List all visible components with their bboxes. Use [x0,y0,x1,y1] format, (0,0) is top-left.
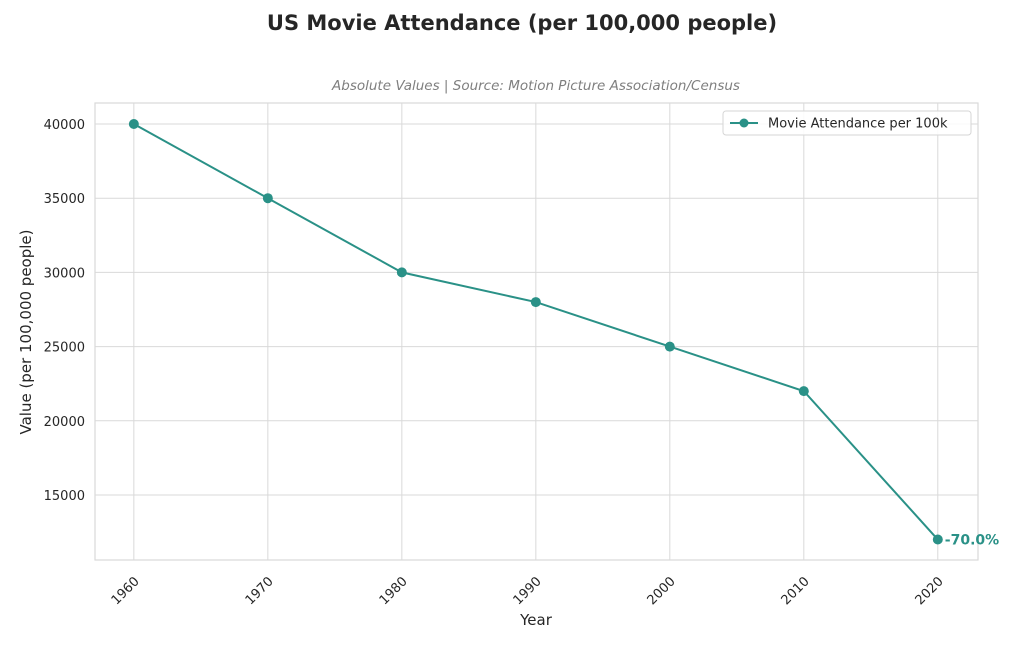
x-tick-label: 1970 [243,574,277,608]
change-annotation: -70.0% [945,533,999,549]
x-tick-label: 1990 [511,574,545,608]
legend-label: Movie Attendance per 100k [768,117,948,132]
legend-box [722,110,972,136]
chart-subtitle: Absolute Values | Source: Motion Picture… [331,78,740,94]
data-point [664,341,675,352]
chart-title: US Movie Attendance (per 100,000 people) [267,11,777,35]
y-axis-label: Value (per 100,000 people) [17,230,35,435]
x-tick-label: 2020 [913,574,947,608]
plot-frame [94,102,979,561]
x-tick-label: 1960 [109,574,143,608]
x-axis-label: Year [519,611,553,629]
x-tick-label: 1980 [377,574,411,608]
y-tick-label: 40000 [44,118,85,133]
data-point [530,297,541,308]
y-tick-label: 20000 [44,415,85,430]
grid [95,103,978,560]
data-point [262,193,273,204]
y-tick-labels: 15000 20000 25000 30000 35000 40000 [44,118,85,504]
x-tick-label: 2000 [645,574,679,608]
legend: Movie Attendance per 100k [722,110,972,136]
data-point [798,386,809,397]
data-point [932,534,943,545]
series-group: -70.0% [128,118,999,549]
y-tick-label: 15000 [44,489,85,504]
legend-marker-swatch [739,118,749,128]
y-tick-label: 35000 [44,192,85,207]
y-tick-label: 30000 [44,266,85,281]
x-tick-labels: 1960 1970 1980 1990 2000 2010 2020 [109,574,947,608]
data-point [396,267,407,278]
y-tick-label: 25000 [44,341,85,356]
x-tick-label: 2010 [779,574,813,608]
data-point [128,118,139,129]
